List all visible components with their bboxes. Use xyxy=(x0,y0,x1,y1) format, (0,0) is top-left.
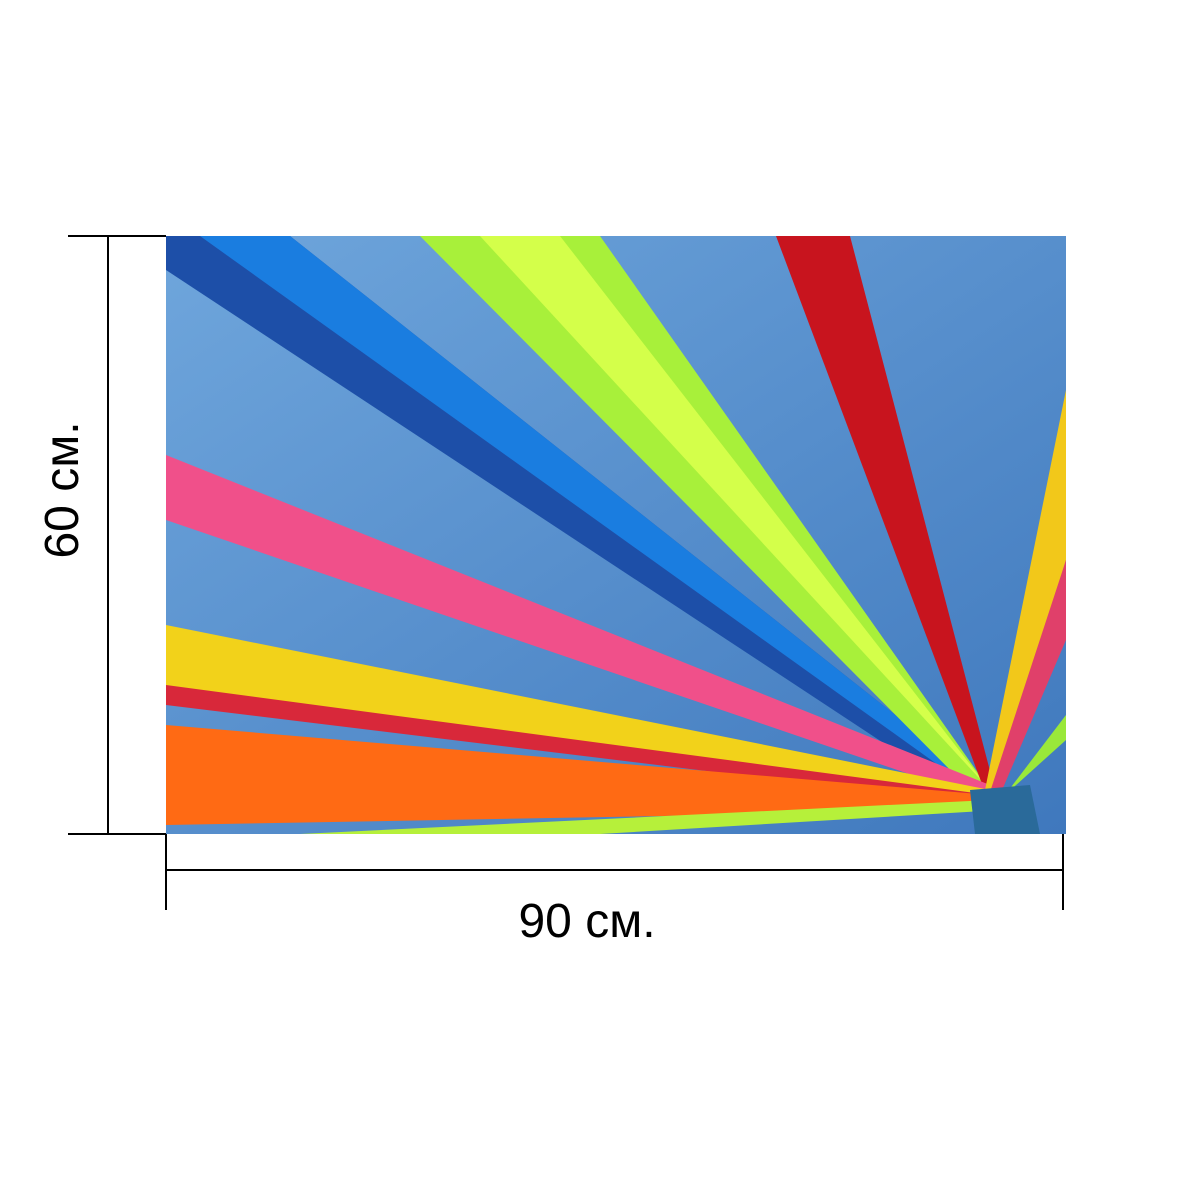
ribbon-blue-light xyxy=(200,236,990,795)
ribbon-green-light xyxy=(480,236,990,790)
dimension-lines xyxy=(68,235,1064,910)
ribbon-pink xyxy=(166,455,990,800)
ribbon-orange xyxy=(166,725,990,825)
ribbon-yellow-right xyxy=(985,390,1066,795)
ribbon-blue xyxy=(166,236,990,800)
photo xyxy=(166,236,1066,834)
ribbon-green-low xyxy=(300,800,1000,834)
width-label: 90 см. xyxy=(518,895,655,948)
height-label: 60 см. xyxy=(36,421,89,558)
ribbon-yellow xyxy=(166,625,990,805)
ribbon-green-right xyxy=(1005,715,1066,795)
ribbon-pink-right xyxy=(990,560,1066,795)
ribbon-red xyxy=(776,236,995,792)
ribbon-knot xyxy=(970,785,1040,834)
ribbon-red-low xyxy=(166,685,990,805)
ribbon-green xyxy=(420,236,990,795)
